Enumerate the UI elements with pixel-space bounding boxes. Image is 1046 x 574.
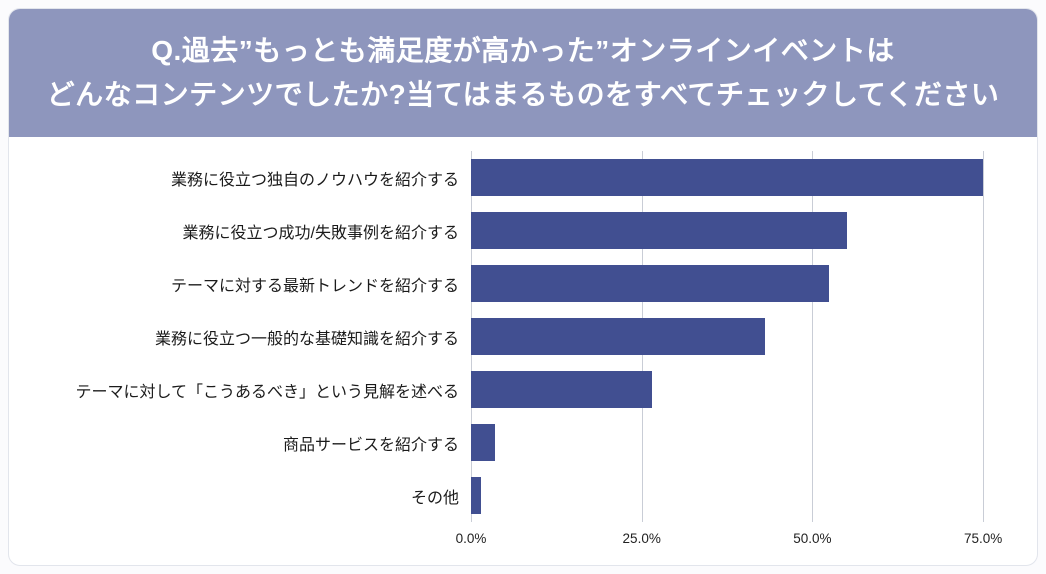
x-tick-label: 0.0% (455, 531, 487, 546)
chart-row: 業務に役立つ一般的な基礎知識を紹介する (21, 310, 1007, 363)
survey-chart-card: Q.過去”もっとも満足度が高かった”オンラインイベントは どんなコンテンツでした… (8, 8, 1038, 566)
x-tick-label: 50.0% (793, 531, 832, 546)
bar-track (471, 416, 1007, 469)
category-label: 業務に役立つ成功/失敗事例を紹介する (182, 224, 459, 242)
bar (471, 477, 482, 514)
chart-row: テーマに対して「こうあるべき」という見解を述べる (21, 363, 1007, 416)
gridline (812, 151, 814, 522)
bar (471, 212, 847, 249)
bar-track (471, 204, 1007, 257)
x-tick-label: 75.0% (963, 531, 1003, 546)
gridline (983, 151, 985, 522)
chart-row: 業務に役立つ成功/失敗事例を紹介する (21, 204, 1007, 257)
question-title-line1: Q.過去”もっとも満足度が高かった”オンラインイベントは (151, 34, 895, 66)
bar-track (471, 469, 1007, 522)
category-label: その他 (410, 489, 459, 507)
x-tick-label: 25.0% (622, 531, 661, 546)
chart-row: テーマに対する最新トレンドを紹介する (21, 257, 1007, 310)
bar (471, 371, 652, 408)
bar (471, 318, 765, 355)
category-label: 業務に役立つ独自のノウハウを紹介する (170, 171, 459, 189)
question-title-line2: どんなコンテンツでしたか?当てはまるものをすべてチェックしてください (46, 79, 1000, 110)
category-label: 商品サービスを紹介する (282, 436, 459, 454)
category-label: 業務に役立つ一般的な基礎知識を紹介する (154, 330, 459, 348)
category-label: テーマに対して「こうあるべき」という見解を述べる (75, 383, 459, 401)
question-header: Q.過去”もっとも満足度が高かった”オンラインイベントは どんなコンテンツでした… (9, 9, 1037, 137)
bar (471, 424, 495, 461)
category-label: テーマに対する最新トレンドを紹介する (170, 277, 459, 295)
x-axis: 0.0% 25.0% 50.0% 75.0% (456, 522, 1007, 556)
bar-track (471, 257, 1007, 310)
plot-area: 業務に役立つ独自のノウハウを紹介する 業務に役立つ成功/失敗事例を紹介する テー… (21, 151, 1007, 522)
chart-row: その他 (21, 469, 1007, 522)
chart-row: 商品サービスを紹介する (21, 416, 1007, 469)
bar (471, 265, 830, 302)
bar-track (471, 363, 1007, 416)
bar-track (471, 151, 1007, 204)
bar-chart: 業務に役立つ独自のノウハウを紹介する 業務に役立つ成功/失敗事例を紹介する テー… (9, 137, 1037, 556)
bar (471, 159, 984, 196)
chart-row: 業務に役立つ独自のノウハウを紹介する (21, 151, 1007, 204)
bar-track (471, 310, 1007, 363)
